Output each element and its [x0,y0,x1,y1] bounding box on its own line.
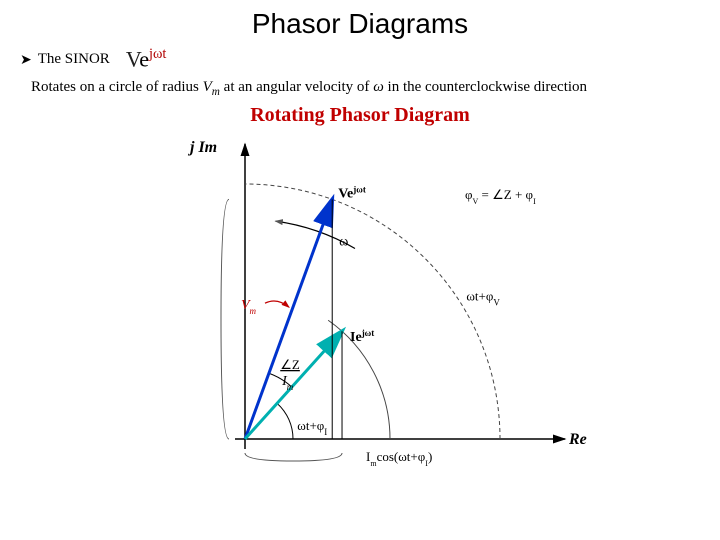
svg-text:Im: Im [281,374,294,392]
svg-text:ω: ω [339,235,348,250]
svg-text:φV = ∠Z + φI: φV = ∠Z + φI [465,187,536,206]
svg-text:∠Z: ∠Z [280,357,300,372]
svg-text:Vm: Vm [241,298,257,316]
page-title: Phasor Diagrams [16,8,704,40]
svg-text:Vejωt: Vejωt [338,184,366,201]
phasor-diagram: j Im Re ω ∠Z ωt+φI ωt+φV Vejωt Iejωt Vm Im Imcos(ω… [125,129,595,489]
svg-text:ωt+φI: ωt+φI [297,418,327,437]
diagram-container: Rotating Phasor Diagram j Im Re ω ∠Z ωt+φI ωt… [16,104,704,489]
sinor-label: The SINOR [38,51,110,68]
description-text: Rotates on a circle of radius Vm at an a… [16,78,704,100]
svg-text:ωt+φV: ωt+φV [466,289,500,308]
bullet-icon: ➤ [20,51,32,68]
svg-text:j Im: j Im [187,139,217,156]
rotating-title: Rotating Phasor Diagram [16,104,704,127]
sinor-bullet: ➤ The SINOR Vejωt [20,46,704,72]
svg-text:Re: Re [568,431,587,448]
svg-text:Iejωt: Iejωt [350,328,374,345]
sinor-formula: Vejωt [126,46,167,72]
svg-text:Imcos(ωt+φI): Imcos(ωt+φI) [366,449,432,468]
